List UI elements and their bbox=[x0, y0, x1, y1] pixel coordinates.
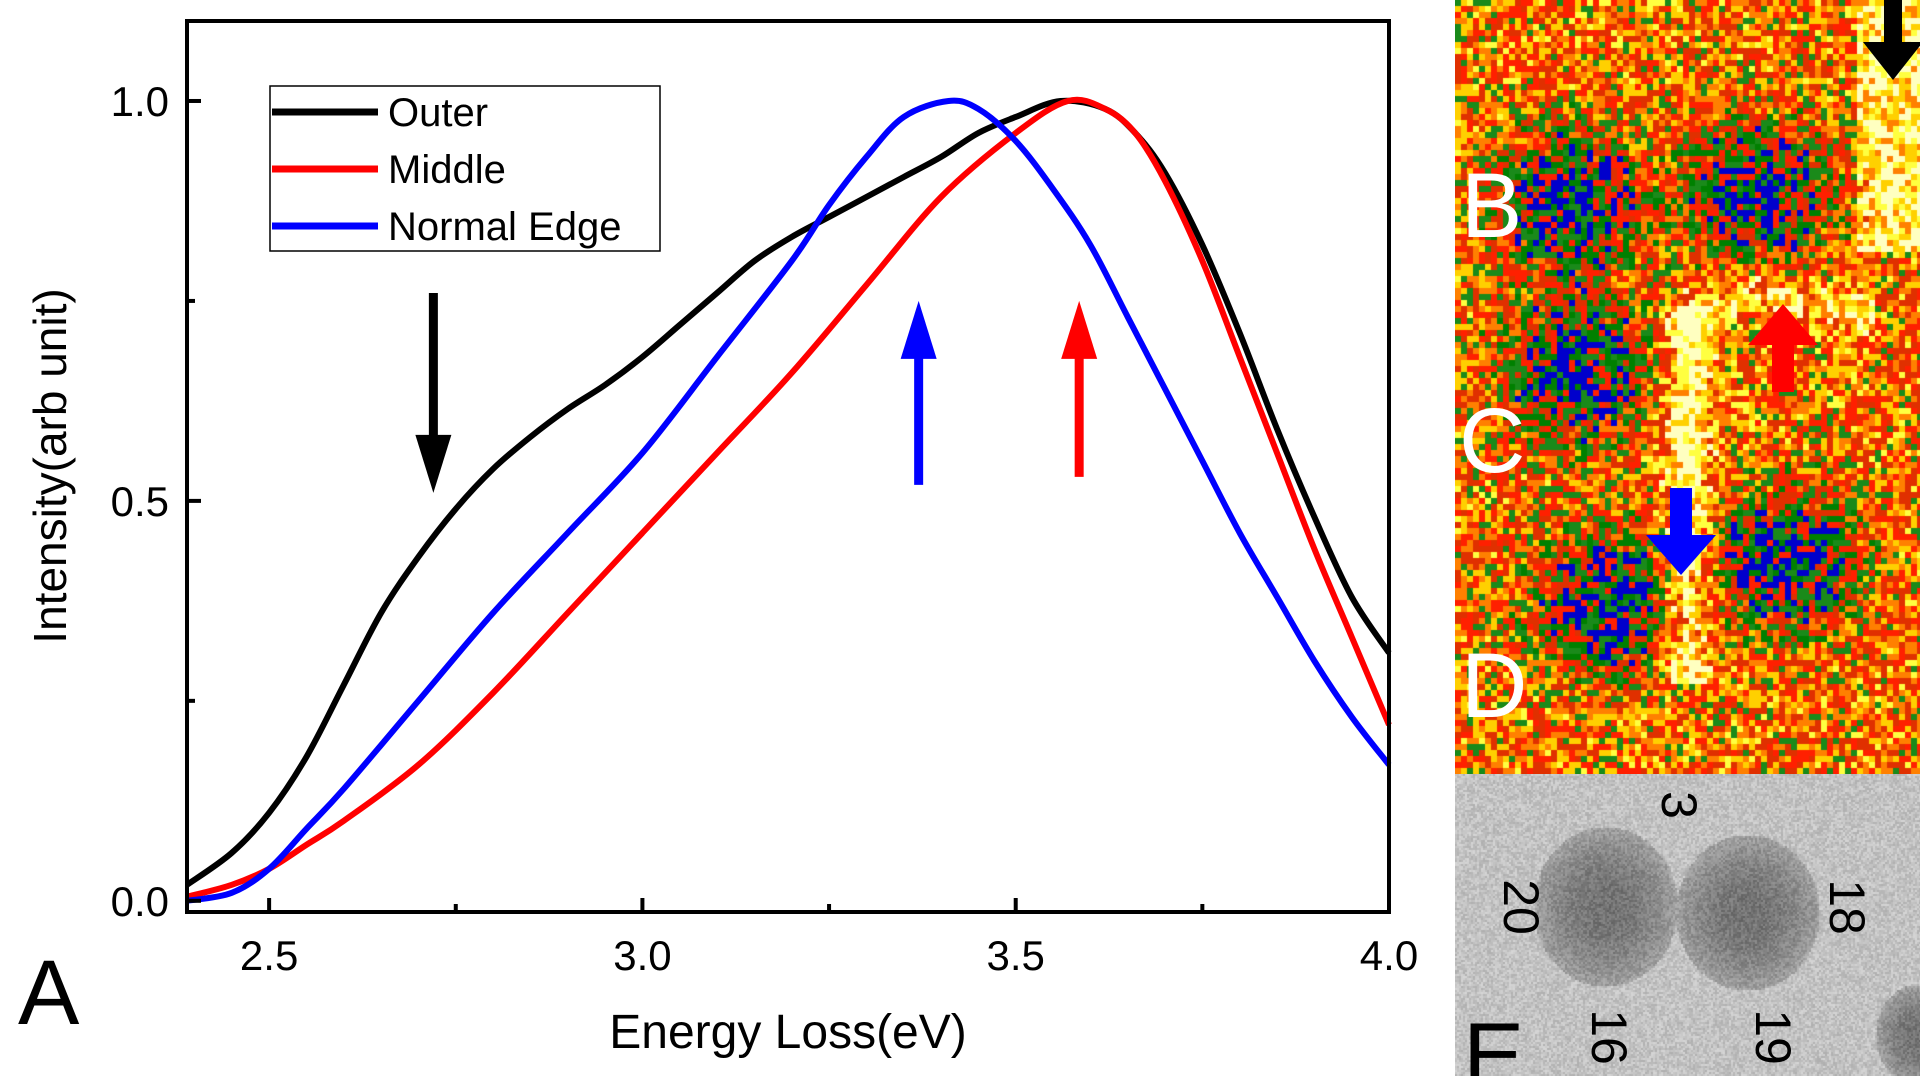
particle-number-3: 3 bbox=[1650, 791, 1707, 819]
x-tick-label: 2.5 bbox=[240, 932, 298, 979]
plot-frame bbox=[185, 19, 1391, 914]
legend-label: Normal Edge bbox=[388, 205, 621, 249]
color-map-image bbox=[1455, 0, 1920, 774]
annotation-arrow-0 bbox=[415, 292, 452, 493]
x-axis-label: Energy Loss(eV) bbox=[609, 1006, 967, 1059]
panel-label-b: B bbox=[1461, 155, 1523, 257]
map-arrow-black bbox=[1863, 0, 1920, 80]
particle-number-19: 19 bbox=[1744, 1009, 1801, 1065]
particle-number-16: 16 bbox=[1580, 1009, 1637, 1065]
y-tick-label: 0.5 bbox=[111, 478, 169, 525]
legend-label: Middle bbox=[388, 148, 506, 192]
annotation-arrow-2 bbox=[1061, 300, 1098, 477]
y-tick-label: 0.0 bbox=[111, 878, 169, 925]
series-line-outer bbox=[185, 97, 1392, 888]
panel-label-d: D bbox=[1461, 635, 1528, 737]
spectrum-chart: 2.5 3.0 3.5 4.0 0.0 0.5 1.0 Energy Loss(eV) In… bbox=[18, 19, 1418, 1059]
series-line-middle bbox=[186, 96, 1392, 900]
image-panels: B C D E 3 20 16 19 18 bbox=[1455, 0, 1920, 1076]
x-tick-label: 4.0 bbox=[1360, 932, 1418, 979]
map-arrow-red bbox=[1748, 304, 1818, 392]
panel-label-a: A bbox=[18, 942, 80, 1044]
legend-label: Outer bbox=[388, 91, 488, 135]
legend: Outer Middle Normal Edge bbox=[269, 85, 661, 252]
micrograph-image bbox=[1455, 774, 1920, 1076]
y-axis-label: Intensity(arb unit) bbox=[24, 288, 76, 643]
annotation-arrow-1 bbox=[900, 300, 937, 485]
x-tick-label: 3.0 bbox=[613, 932, 671, 979]
panel-label-e: E bbox=[1463, 1005, 1525, 1076]
particle-number-20: 20 bbox=[1492, 879, 1549, 935]
series-line-normal-edge bbox=[186, 97, 1392, 904]
panel-label-c: C bbox=[1459, 390, 1526, 492]
y-tick-label: 1.0 bbox=[111, 78, 169, 125]
particle-number-18: 18 bbox=[1818, 879, 1875, 935]
x-tick-label: 3.5 bbox=[987, 932, 1045, 979]
map-arrow-blue bbox=[1646, 488, 1716, 575]
